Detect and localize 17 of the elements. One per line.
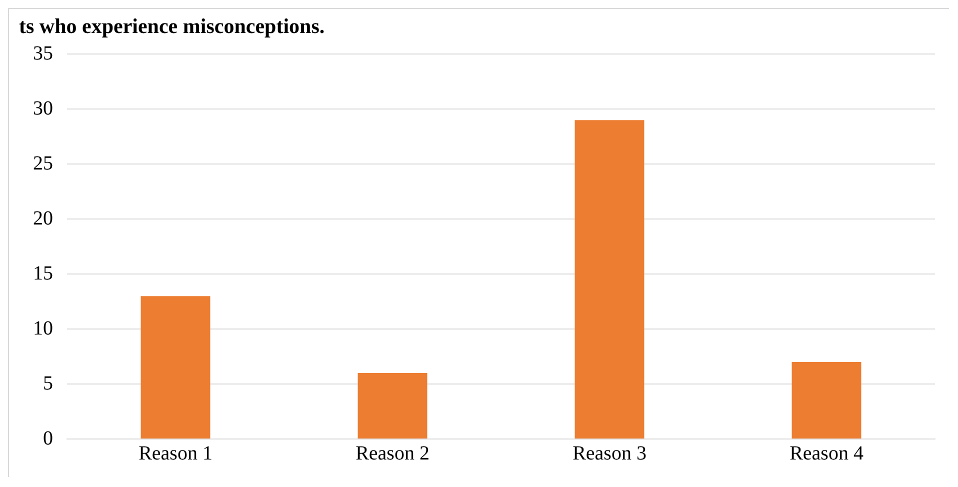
bar xyxy=(574,120,644,438)
y-tick-label: 5 xyxy=(43,372,53,394)
y-tick-label: 35 xyxy=(33,42,53,64)
y-tick-label: 20 xyxy=(33,207,53,230)
x-tick-label: Reason 2 xyxy=(356,442,430,464)
bar xyxy=(792,362,862,438)
y-tick-label: 10 xyxy=(33,317,53,340)
y-tick-label: 30 xyxy=(33,97,53,120)
bar xyxy=(140,296,210,438)
chart-title: ts who experience misconceptions. xyxy=(19,14,325,38)
y-tick-label: 0 xyxy=(43,427,53,450)
x-tick-label: Reason 4 xyxy=(790,442,864,464)
x-tick-label: Reason 1 xyxy=(138,442,212,464)
x-tick-label: Reason 3 xyxy=(572,442,646,464)
y-tick-label: 15 xyxy=(33,262,53,284)
bar xyxy=(358,373,428,438)
y-tick-label: 25 xyxy=(33,152,53,174)
